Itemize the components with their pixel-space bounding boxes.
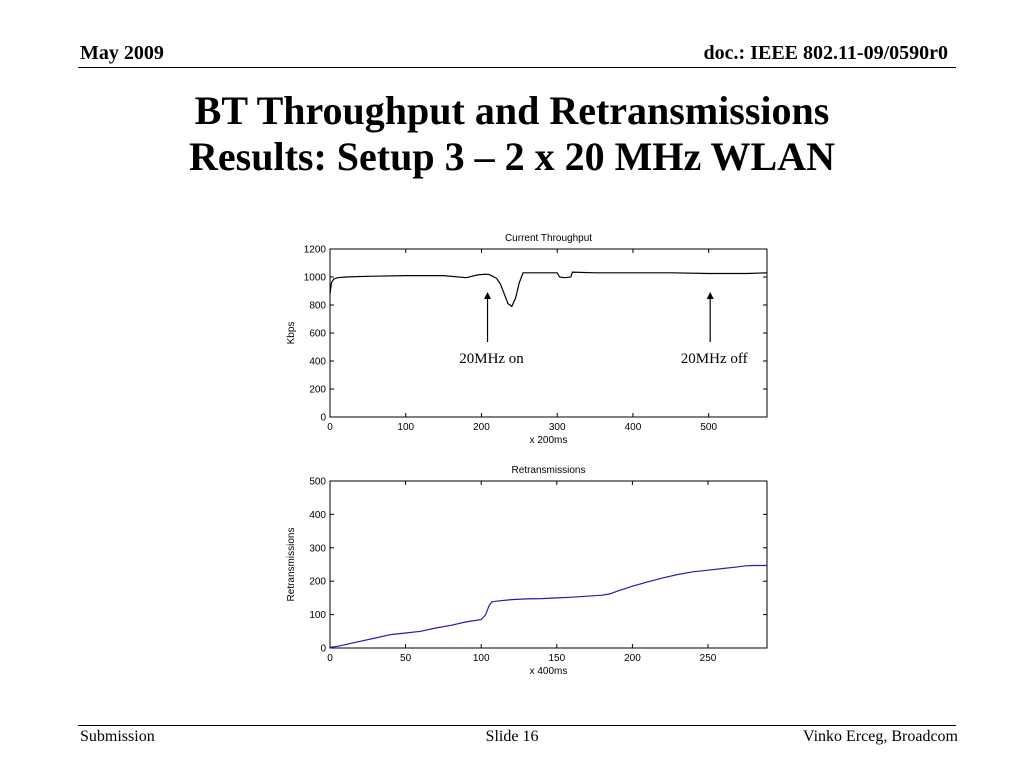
chart2-y-tick-label: 100	[309, 610, 326, 621]
chart1-x-tick-label: 0	[327, 422, 333, 433]
footer-submission: Submission	[80, 728, 155, 745]
annotation-label: 20MHz on	[459, 351, 524, 367]
chart2-x-tick-label: 50	[400, 653, 412, 664]
chart2-x-tick-label: 0	[327, 653, 333, 664]
chart1-x-tick-label: 200	[473, 422, 490, 433]
annotation-label: 20MHz off	[681, 351, 748, 367]
chart2-y-tick-label: 0	[320, 644, 326, 655]
header-date: May 2009	[80, 42, 164, 64]
chart1-y-axis-label: Kbps	[286, 322, 297, 345]
chart2-y-tick-label: 500	[309, 477, 326, 488]
chart1-series-line	[329, 271, 768, 308]
slide-title: BT Throughput and Retransmissions Result…	[0, 88, 1024, 180]
slide-title-line-1: BT Throughput and Retransmissions	[194, 88, 830, 133]
chart1-y-tick-label: 800	[309, 301, 326, 312]
chart1-y-tick-label: 600	[309, 329, 326, 340]
chart1-title: Current Throughput	[505, 233, 592, 244]
chart1-x-tick-label: 500	[700, 422, 717, 433]
chart2-y-axis-label: Retransmissions	[286, 528, 297, 602]
chart2-title: Retransmissions	[512, 465, 586, 476]
chart2-y-tick-label: 400	[309, 510, 326, 521]
chart1-plot-frame	[329, 248, 768, 418]
chart2-x-axis-label: x 400ms	[530, 666, 568, 677]
header-doc-id: doc.: IEEE 802.11-09/0590r0	[703, 42, 948, 64]
chart2-x-tick-label: 100	[473, 653, 490, 664]
chart2-x-tick-label: 200	[624, 653, 641, 664]
chart2-x-tick-label: 150	[548, 653, 565, 664]
slide-title-line-2: Results: Setup 3 – 2 x 20 MHz WLAN	[189, 134, 835, 179]
header-rule	[78, 67, 956, 68]
footer-author: Vinko Erceg, Broadcom	[803, 728, 958, 745]
chart2-y-tick-label: 300	[309, 543, 326, 554]
chart2-plot-frame	[329, 480, 768, 649]
footer-rule	[78, 725, 956, 726]
chart2-y-tick-label: 200	[309, 577, 326, 588]
annotation-arrow-head	[706, 292, 714, 299]
chart1-y-tick-label: 1200	[304, 245, 327, 256]
chart2-series-line	[329, 564, 767, 648]
chart1-y-tick-label: 200	[309, 385, 326, 396]
footer-slide-number: Slide 16	[485, 728, 539, 745]
chart1-x-axis-label: x 200ms	[530, 435, 568, 446]
chart1-x-tick-label: 400	[625, 422, 642, 433]
chart1-y-tick-label: 400	[309, 357, 326, 368]
chart2-x-tick-label: 250	[700, 653, 717, 664]
chart1-y-tick-label: 1000	[304, 273, 327, 284]
chart1-x-tick-label: 300	[549, 422, 566, 433]
chart1-x-tick-label: 100	[397, 422, 414, 433]
annotation-arrow-head	[484, 292, 492, 299]
chart1-y-tick-label: 0	[320, 413, 326, 424]
